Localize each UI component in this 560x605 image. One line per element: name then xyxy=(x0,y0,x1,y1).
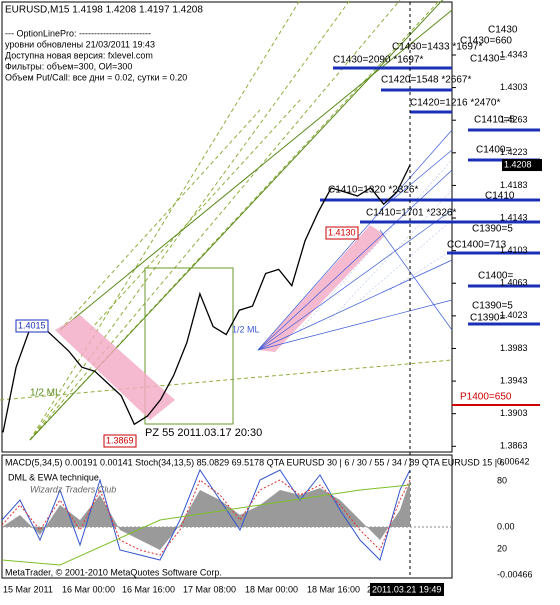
y-tick-label: 1.4023 xyxy=(500,310,528,320)
x-tick-label: 18 Mar 00:00 xyxy=(245,584,298,594)
ml-label: 1/2 ML xyxy=(232,324,260,334)
price-tag-box xyxy=(15,319,49,333)
trend-line xyxy=(1,484,411,566)
indicator-axis-label: 80 xyxy=(497,475,507,485)
y-tick-label: 1.4183 xyxy=(500,180,528,190)
main-pane xyxy=(1,1,453,453)
blue-fan xyxy=(257,129,453,351)
y-tick-label: 1.4143 xyxy=(500,212,528,222)
level-label: C1420=1548 *2667* xyxy=(381,75,471,86)
info-line: Доступна новая версия: fxlevel.com xyxy=(5,50,153,60)
indicator-axis-label: -0.00466 xyxy=(497,569,533,579)
level-label: C1400= xyxy=(478,271,513,282)
stoch-main xyxy=(1,468,411,561)
indicator-header: MACD(5,34,5) 0.00191 0.00141 Stoch(34,13… xyxy=(5,457,505,467)
indicator-pane xyxy=(1,454,453,579)
y-tick-label: 1.4343 xyxy=(500,49,528,59)
level-label: C1400= xyxy=(476,145,511,156)
y-tick-label: 1.3983 xyxy=(500,343,528,353)
price-tag: 1.4130 xyxy=(328,227,356,237)
price-tag: 1.3869 xyxy=(106,435,134,445)
info-line: Фильтры: объем=300, ОИ=300 xyxy=(5,61,132,71)
info-block: --- OptionLinePro: ---------------------… xyxy=(5,28,187,82)
level-label: CC1400=713 xyxy=(447,240,507,251)
level-label: C1410 xyxy=(485,191,515,202)
current-price-label: 1.4208 xyxy=(504,159,532,169)
indicator-axis-label: 0.00 xyxy=(497,521,515,531)
header: EURUSD,M15 1.4198 1.4208 1.4197 1.4208 xyxy=(5,5,203,16)
copyright: MetaTrader, © 2001-2010 MetaQuotes Softw… xyxy=(5,567,222,577)
level-label: C1390=5 xyxy=(472,224,513,235)
technique-label: DML & EWA technique xyxy=(8,472,99,482)
level-label: C1410=5 xyxy=(474,115,515,126)
pz-label: PZ 55 2011.03.17 20:30 xyxy=(145,427,262,439)
y-tick-label: 1.3943 xyxy=(500,375,528,385)
indicator-axis-label: 20 xyxy=(497,543,507,553)
price-tag-box xyxy=(325,226,359,240)
stoch-signal xyxy=(1,479,411,556)
y-tick-label: 1.4103 xyxy=(500,245,528,255)
indicator-axis-label: 0.00642 xyxy=(497,456,530,466)
level-label: C1420=1216 *2470* xyxy=(410,98,500,109)
club-label: Wizardz Traders Club xyxy=(30,484,116,494)
x-tick-label: 16 Mar 00:00 xyxy=(62,584,115,594)
time-cursor-box xyxy=(370,583,444,596)
price-tag-box xyxy=(103,434,137,448)
level-label: C1430= xyxy=(470,54,505,65)
info-line: уровни обновлены 21/03/2011 19:43 xyxy=(5,39,155,49)
ml-label: 1/2 ML xyxy=(30,388,61,399)
y-tick-label: 1.4303 xyxy=(500,82,528,92)
y-tick-label: 1.3863 xyxy=(500,441,528,451)
pink-channel xyxy=(55,315,175,420)
level-label: C1430=2090 *1697* xyxy=(333,55,423,66)
x-tick-label: 15 Mar 2011 xyxy=(3,584,53,594)
x-tick-label: 17 Mar 08:00 xyxy=(183,584,236,594)
info-line: --- OptionLinePro: ---------------------… xyxy=(5,28,151,38)
level-label: C1430=660 xyxy=(460,36,512,47)
price-line xyxy=(2,164,411,433)
level-label: C1390=5 xyxy=(472,301,513,312)
level-label: C1430 xyxy=(488,25,518,36)
price-tag: 1.4015 xyxy=(18,320,46,330)
blue-hatch xyxy=(299,159,453,331)
y-tick-label: 1.4063 xyxy=(500,278,528,288)
info-line: Объем Put/Call: все дни = 0.02, сутки = … xyxy=(5,72,187,82)
x-tick-label: 2011.03.21 19:49 xyxy=(372,584,441,594)
y-tick-label: 1.4263 xyxy=(500,115,528,125)
level-label: C1410=1320 *2326* xyxy=(328,185,418,196)
time-box xyxy=(144,267,234,425)
x-tick-label: 18 Mar 16:00 xyxy=(307,584,360,594)
current-price-box xyxy=(502,159,542,172)
level-label: C1410=1701 *2326* xyxy=(366,208,456,219)
y-tick-label: 1.3903 xyxy=(500,408,528,418)
x-tick-label: 16 Mar 16:00 xyxy=(122,584,175,594)
x-tick-label: 2 xyxy=(367,584,372,594)
level-label: C1430=1433 *1697* xyxy=(392,42,482,53)
level-label: C1390= xyxy=(470,313,505,324)
level-label: P1400=650 xyxy=(460,392,512,403)
y-tick-label: 1.4223 xyxy=(500,147,528,157)
